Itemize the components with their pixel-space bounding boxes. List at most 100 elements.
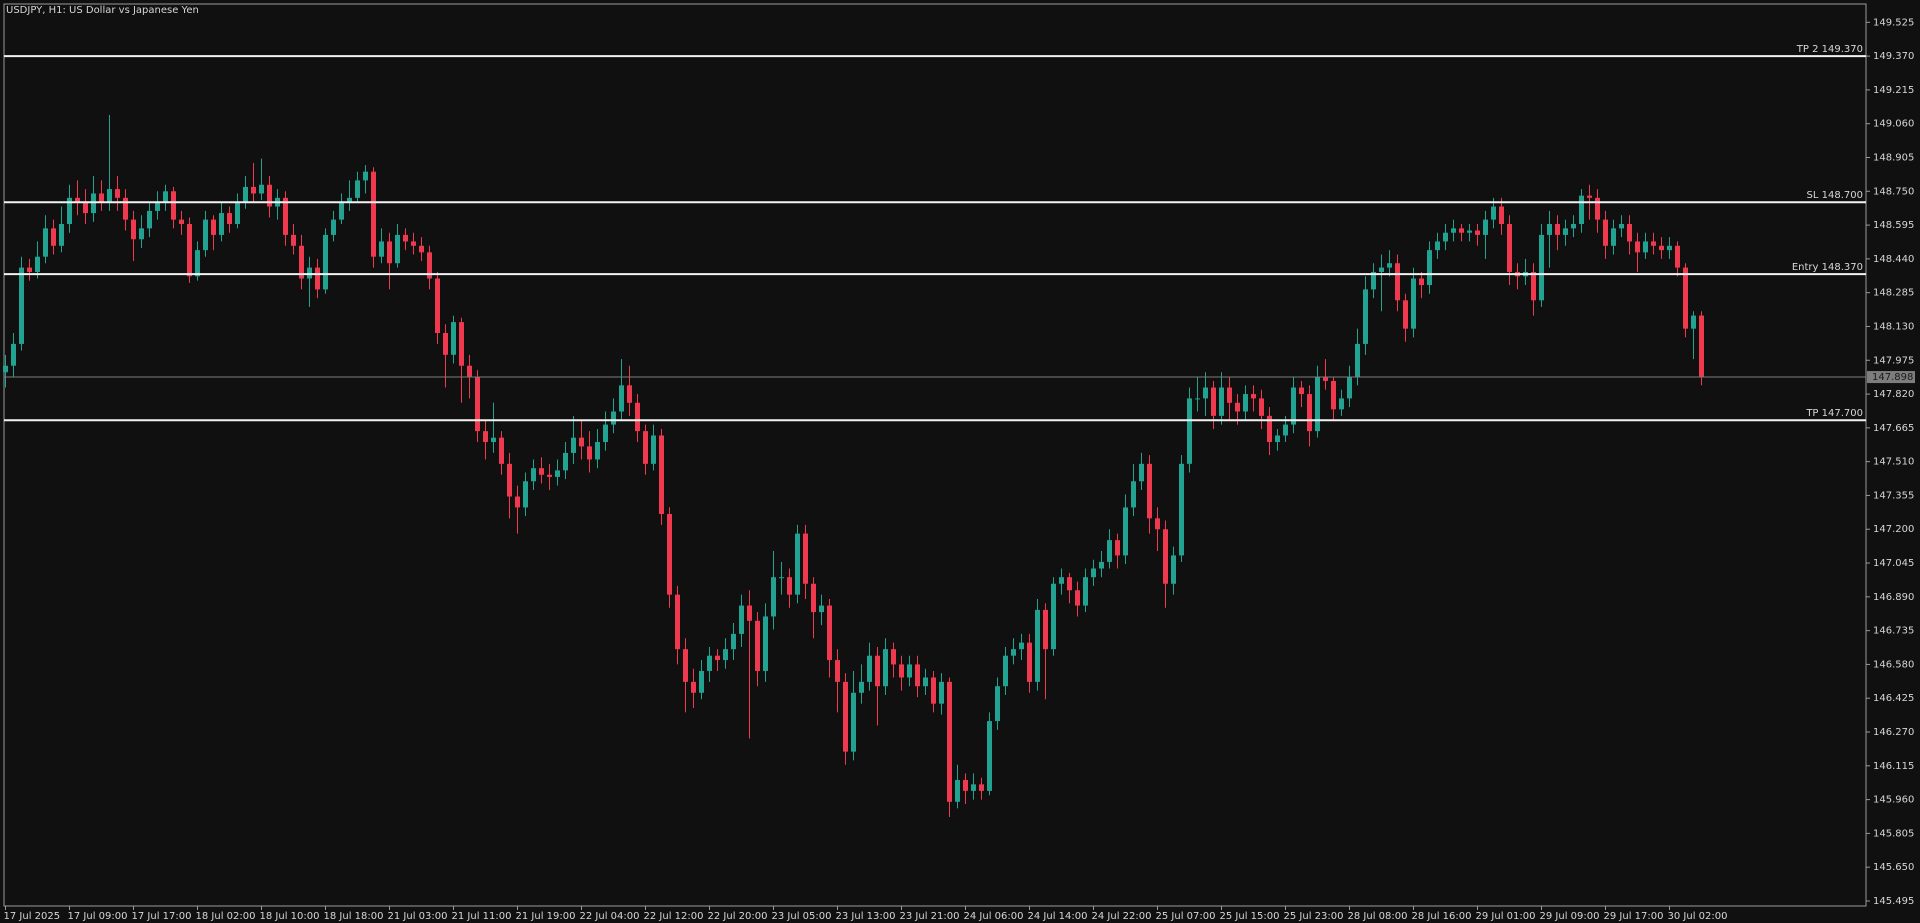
candle-body [1355, 343, 1360, 377]
candle-body [563, 452, 568, 471]
candle-body [995, 686, 1000, 722]
candle-body [1435, 241, 1440, 251]
candle-body [931, 677, 936, 704]
candle-body [1387, 263, 1392, 268]
candle-body [635, 402, 640, 432]
candle-body [283, 197, 288, 235]
candle-body [547, 474, 552, 477]
candle-body [795, 533, 800, 595]
candle-body [107, 189, 112, 203]
y-tick-label: 146.735 [1873, 626, 1914, 637]
x-tick-label: 24 Jul 14:00 [1028, 911, 1088, 922]
current-price-box [1867, 371, 1915, 384]
candle-body [235, 202, 240, 224]
candle-body [1595, 197, 1600, 220]
candle-body [691, 681, 696, 693]
candle-body [987, 721, 992, 791]
candle-body [347, 197, 352, 203]
candle-body [467, 365, 472, 377]
y-tick-label: 145.960 [1873, 795, 1914, 806]
candle-body [11, 343, 16, 366]
candle-body [1339, 398, 1344, 410]
candle-body [675, 594, 680, 650]
y-tick-label: 147.355 [1873, 490, 1914, 501]
y-tick-label: 148.595 [1873, 220, 1914, 231]
candle-body [19, 267, 24, 344]
candle-body [1411, 278, 1416, 329]
y-tick-label: 146.890 [1873, 592, 1914, 603]
candle-body [291, 234, 296, 246]
candle-body [723, 649, 728, 661]
x-tick-label: 23 Jul 05:00 [772, 911, 832, 922]
candle-body [1499, 206, 1504, 224]
candle-body [1243, 394, 1248, 412]
x-tick-label: 25 Jul 07:00 [1156, 911, 1216, 922]
candle-body [1451, 228, 1456, 233]
candle-body [147, 210, 152, 229]
x-tick-label: 29 Jul 01:00 [1476, 911, 1536, 922]
candle-body [211, 219, 216, 235]
candle-body [483, 431, 488, 443]
candle-body [1419, 278, 1424, 286]
candle-body [179, 219, 184, 224]
x-tick-label: 28 Jul 16:00 [1412, 911, 1472, 922]
y-tick-label: 148.440 [1873, 254, 1914, 265]
candle-body [579, 437, 584, 447]
candle-body [715, 655, 720, 661]
candle-body [1587, 195, 1592, 198]
candle-body [1603, 219, 1608, 246]
candle-body [1619, 223, 1624, 229]
candle-body [83, 202, 88, 214]
candle-body [499, 437, 504, 464]
candle-body [955, 779, 960, 802]
candle-body [899, 664, 904, 678]
candle-body [803, 533, 808, 584]
candle-body [1251, 394, 1256, 399]
y-tick-label: 148.750 [1873, 186, 1914, 197]
candle-body [1483, 219, 1488, 235]
candle-body [203, 219, 208, 251]
candle-body [1555, 223, 1560, 235]
candle-body [51, 228, 56, 246]
x-tick-label: 18 Jul 10:00 [260, 911, 320, 922]
candle-body [747, 605, 752, 621]
candle-body [219, 213, 224, 235]
x-tick-label: 21 Jul 03:00 [388, 911, 448, 922]
x-tick-label: 29 Jul 09:00 [1540, 911, 1600, 922]
x-tick-label: 24 Jul 06:00 [964, 911, 1024, 922]
candle-body [331, 219, 336, 235]
x-tick-label: 22 Jul 04:00 [580, 911, 640, 922]
candle-body [1043, 609, 1048, 650]
candle-body [1643, 241, 1648, 253]
x-tick-label: 18 Jul 18:00 [324, 911, 384, 922]
candle-body [1187, 398, 1192, 464]
candle-body [1675, 245, 1680, 268]
chart-title: USDJPY, H1: US Dollar vs Japanese Yen [6, 5, 199, 16]
candle-body [99, 193, 104, 203]
x-tick-label: 22 Jul 20:00 [708, 911, 768, 922]
candle-body [1611, 228, 1616, 246]
candle-body [243, 186, 248, 203]
y-tick-label: 145.805 [1873, 828, 1914, 839]
x-tick-label: 25 Jul 15:00 [1220, 911, 1280, 922]
candle-body [227, 213, 232, 224]
candle-body [163, 191, 168, 203]
candle-body [1035, 609, 1040, 682]
candle-body [299, 245, 304, 279]
candle-body [523, 481, 528, 508]
candle-body [435, 278, 440, 334]
y-tick-label: 146.115 [1873, 761, 1914, 772]
candle-body [1323, 376, 1328, 381]
candle-body [819, 605, 824, 613]
y-tick-label: 147.975 [1873, 355, 1914, 366]
candle-body [531, 468, 536, 482]
candle-body [155, 202, 160, 211]
candle-body [1379, 267, 1384, 272]
candle-body [915, 664, 920, 687]
y-tick-label: 147.510 [1873, 457, 1914, 468]
candle-body [1699, 315, 1704, 378]
candle-body [603, 424, 608, 443]
candle-body [43, 228, 48, 257]
current-price-label: 147.898 [1872, 372, 1913, 383]
